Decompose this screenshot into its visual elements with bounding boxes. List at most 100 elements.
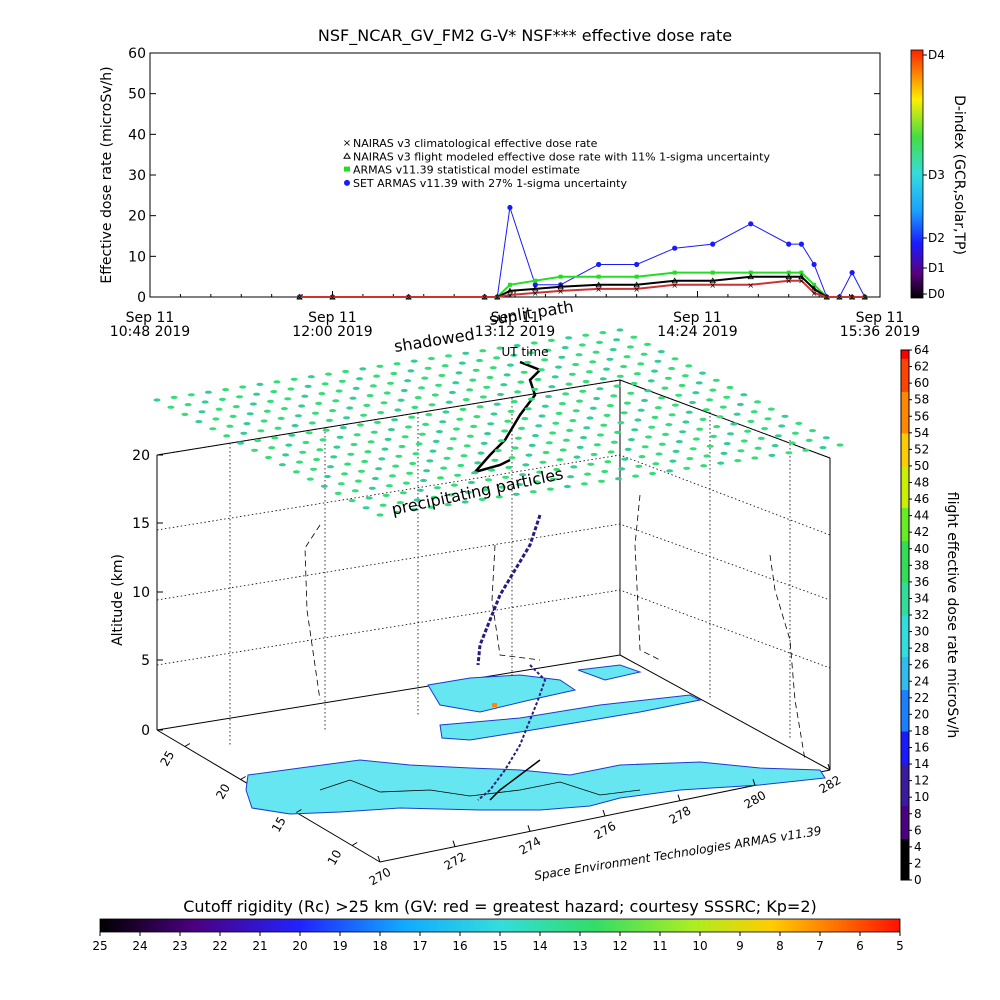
grid-point [402,481,410,485]
grid-point [686,457,694,461]
grid-point [575,353,583,357]
grid-point [565,336,573,340]
armas-model-point [596,274,601,279]
dose-colorbar-segment [901,747,909,757]
dose-colorbar-tick-label: 64 [914,343,929,357]
nairas-clim-point: × [836,293,843,302]
lon-tick-mark [827,763,831,771]
grid-point [576,399,583,403]
z-tick-label: 0 [141,723,150,739]
grid-point [542,450,550,455]
rc-tick-label: 14 [532,939,547,953]
grid-point [422,422,430,426]
grid-point [170,395,178,399]
grid-point [513,344,521,348]
grid-point [389,474,396,478]
dose-colorbar-segment [901,813,909,823]
dose-colorbar-tick-label: 2 [914,856,922,870]
grid-point [483,385,491,389]
grid-point [479,395,487,399]
lon-tick-mark [377,855,381,863]
grid-point [323,474,331,479]
grid-point [486,375,494,380]
grid-point [321,382,329,386]
grid-point [301,394,309,398]
grid-point [706,444,714,448]
grid-point [400,388,408,393]
x-tick-label-date: Sep 11 [491,310,540,326]
grid-point [596,340,603,344]
grid-point [541,404,549,408]
flight-track-ground [489,759,541,801]
grid-point [558,355,566,359]
grid-point [604,460,612,464]
grid-point [408,415,416,419]
nairas-clim-point: × [671,281,678,290]
grid-point [473,415,481,419]
dose-colorbar-segment [901,706,909,715]
grid-point [668,366,676,371]
grid-point [201,400,209,404]
grid-point [621,457,629,461]
dose-colorbar-tick-label: 22 [914,691,929,705]
dose-colorbar-segment [901,399,909,409]
lon-tick-mark [452,840,456,847]
grid-point [623,355,631,359]
grid-point [590,452,598,457]
dose-colorbar-segment [901,540,909,550]
grid-point [699,371,706,375]
dose-colorbar-segment [901,772,909,782]
grid-point [530,341,538,345]
dose-colorbar-tick-label: 34 [914,591,929,605]
rc-tick-label: 9 [736,939,744,953]
lat-tick-mark [296,809,302,813]
grid-point [493,356,501,360]
dose-colorbar-tick-label: 62 [914,360,929,374]
rc-tick-label: 21 [252,939,267,953]
dose-colorbar-tick-label: 58 [914,393,929,407]
nairas-flight-point [747,273,754,280]
grid-point [580,482,588,486]
dose-colorbar-segment [901,441,909,450]
grid-point [631,428,639,432]
grid-point [369,384,377,388]
dose-colorbar-segment [901,788,909,798]
grid-point [299,450,307,454]
grid-point [356,423,364,427]
grid-point [584,472,592,476]
nairas-flight-point [709,277,716,284]
rc-tick-label: 10 [692,939,707,953]
grid-point [819,446,827,450]
grid-point [226,424,234,428]
grid-point [671,357,679,361]
rc-tick-label: 20 [292,939,307,953]
dose-colorbar-segment [901,714,909,724]
grid-point [304,384,312,388]
grid-point [457,463,465,468]
grid-point [495,495,503,499]
grid-point [282,453,290,457]
grid-point [538,414,546,418]
y-tick-label: 0 [137,290,146,306]
dose-colorbar-tick-label: 46 [914,492,929,506]
grid-point [774,434,782,438]
dose-colorbar-tick-label: 20 [914,707,929,721]
grid-point [313,457,321,462]
grid-point [401,435,409,439]
grid-point [360,413,368,417]
grid-point [423,469,431,473]
set-armas-point [786,241,792,247]
lon-tick-mark [527,825,531,832]
dose-colorbar-segment [901,689,909,699]
grid-point [657,350,665,354]
grid-point [380,401,388,405]
dose-colorbar-segment [901,482,909,492]
cutoff-rigidity-label: Cutoff rigidity (Rc) >25 km (GV: red = g… [183,897,817,916]
grid-point [615,477,622,481]
dose-colorbar-tick-label: 36 [914,575,929,589]
nairas-clim-point: × [785,277,792,286]
nairas-clim-point: × [405,293,412,302]
set-armas-point [849,270,855,276]
grid-point [805,438,813,442]
grid-point [239,385,247,389]
